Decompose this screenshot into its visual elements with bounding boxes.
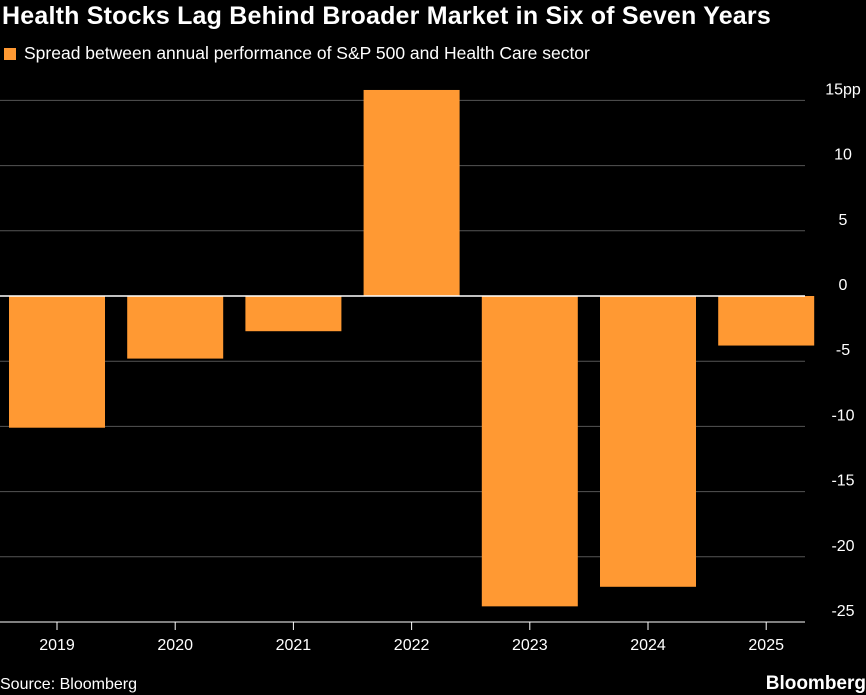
legend-label: Spread between annual performance of S&P…	[24, 43, 590, 63]
chart-title: Health Stocks Lag Behind Broader Market …	[2, 2, 771, 30]
bar	[245, 296, 342, 332]
x-tick-label: 2023	[512, 637, 548, 654]
bar	[127, 296, 224, 359]
y-tick-label: -20	[831, 538, 854, 555]
bar	[9, 296, 105, 428]
x-tick-label: 2025	[748, 637, 784, 654]
y-tick-label: -5	[836, 342, 850, 359]
x-tick-label: 2022	[394, 637, 430, 654]
y-tick-label: 0	[839, 277, 848, 294]
bar	[600, 296, 696, 587]
y-tick-label: 10	[834, 147, 852, 164]
x-tick-label: 2020	[157, 637, 193, 654]
x-tick-label: 2019	[39, 637, 75, 654]
y-tick-label: -10	[831, 407, 854, 424]
y-tick-label: 5	[839, 212, 848, 229]
y-tick-label: -25	[831, 603, 854, 620]
brand-logo: Bloomberg	[765, 673, 866, 694]
legend-swatch	[4, 47, 16, 60]
bar	[718, 296, 815, 346]
bar	[481, 296, 578, 607]
source-note: Source: Bloomberg	[0, 676, 137, 693]
x-tick-label: 2024	[630, 637, 666, 654]
bar	[363, 89, 460, 296]
y-tick-label: 15pp	[825, 81, 861, 98]
x-tick-label: 2021	[276, 637, 312, 654]
y-tick-label: -15	[831, 473, 854, 490]
legend: Spread between annual performance of S&P…	[4, 43, 590, 64]
